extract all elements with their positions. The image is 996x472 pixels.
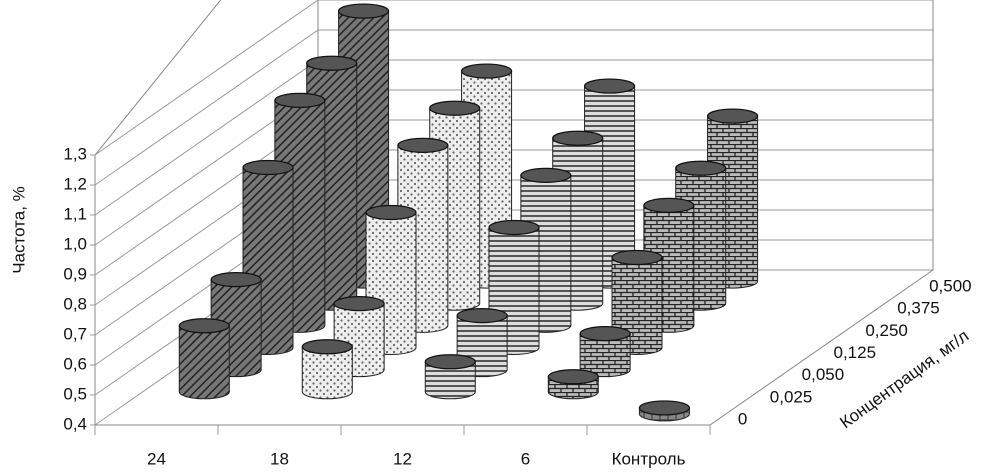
cylinder-top [397, 137, 449, 153]
grid-line [94, 59, 933, 216]
cylinder-top [643, 197, 695, 213]
cylinder-top [488, 219, 540, 236]
y-tick-label: 0,5 [63, 384, 87, 403]
x-tick-label: Контроль [612, 449, 686, 468]
x-tick-label: 18 [270, 449, 289, 468]
y-tick-label: 0,6 [63, 354, 87, 373]
cylinder-top [365, 204, 417, 221]
cylinder-top [424, 354, 476, 370]
z-tick-label: 0,050 [802, 365, 845, 384]
cylinder-top [306, 55, 358, 71]
cylinder-edge [424, 361, 476, 392]
grid-line [94, 0, 933, 156]
x-tick-label: 12 [393, 449, 412, 468]
cylinder-top [429, 100, 481, 116]
z-tick-label: 0,375 [897, 299, 940, 318]
cylinder-top [337, 3, 390, 19]
cylinder-top [675, 160, 727, 176]
y-tick-label: 0,9 [63, 264, 87, 283]
cylinder-top [611, 249, 663, 266]
y-tick-label: 1,1 [63, 204, 87, 223]
cylinder-edge [178, 325, 230, 392]
z-tick-label: 0,500 [929, 277, 972, 296]
z-tick-label: 0 [738, 409, 747, 428]
cylinder-top [210, 272, 262, 288]
cylinder-edge [579, 333, 631, 370]
cylinder-top [547, 369, 599, 385]
cylinder-edge [547, 376, 599, 392]
cylinder-top [333, 296, 385, 312]
y-tick-label: 0,7 [63, 324, 87, 343]
y-axis-title: Частота, % [9, 186, 28, 274]
cylinder-top [301, 339, 353, 355]
cylinder-top [520, 167, 572, 183]
z-tick-label: 0,250 [865, 321, 908, 340]
y-tick-label: 0,4 [63, 414, 87, 433]
cylinder-top [242, 159, 294, 176]
z-tick-label: 0,025 [770, 387, 813, 406]
z-tick-label: 0,125 [834, 343, 877, 362]
cylinder [179, 325, 230, 392]
x-tick-label: 6 [521, 449, 530, 468]
y-tick-label: 1,0 [63, 234, 87, 253]
cylinder-top [178, 318, 230, 334]
cylinder-top [460, 63, 513, 79]
grid-line [94, 29, 933, 186]
cylinder-top [583, 78, 636, 94]
y-tick-label: 0,8 [63, 294, 87, 313]
cylinder-top [552, 130, 604, 146]
cylinder-top [706, 108, 759, 124]
x-tick-label: 24 [147, 449, 166, 468]
cylinder-top [579, 326, 631, 342]
y-tick-label: 1,3 [63, 144, 87, 163]
cylinder-top [274, 92, 326, 108]
cylinder-edge [301, 346, 353, 392]
cylinder-top [638, 400, 691, 416]
y-tick-label: 1,2 [63, 174, 87, 193]
cylinder-top [456, 308, 508, 324]
